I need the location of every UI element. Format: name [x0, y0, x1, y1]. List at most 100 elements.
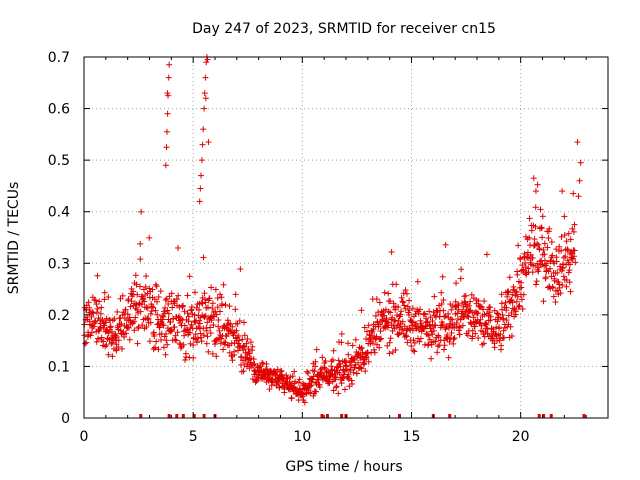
data-point — [187, 340, 194, 347]
data-point — [153, 298, 160, 305]
data-point — [445, 354, 452, 361]
data-point — [185, 313, 192, 320]
data-point — [533, 240, 540, 247]
data-point — [567, 261, 574, 268]
data-point — [263, 361, 270, 368]
data-point — [395, 304, 402, 311]
data-point — [262, 366, 269, 373]
data-point — [558, 247, 565, 254]
data-point — [507, 323, 514, 330]
data-point — [459, 308, 466, 315]
data-point — [532, 223, 539, 230]
data-point — [539, 213, 546, 220]
data-point — [428, 328, 435, 335]
data-point — [107, 323, 114, 330]
data-point — [87, 332, 94, 339]
data-point — [283, 372, 290, 379]
data-point — [304, 368, 311, 375]
data-point — [338, 380, 345, 387]
data-point — [448, 329, 455, 336]
data-point — [138, 208, 145, 215]
data-point — [552, 299, 559, 306]
data-point — [149, 286, 156, 293]
data-point — [108, 328, 115, 335]
data-point — [184, 292, 191, 299]
data-point — [514, 271, 521, 278]
x-tick-label: 20 — [512, 429, 530, 445]
data-point — [191, 312, 198, 319]
data-point — [237, 266, 244, 273]
data-point — [500, 334, 507, 341]
data-point — [214, 295, 221, 302]
data-point — [518, 296, 525, 303]
data-point — [369, 340, 376, 347]
data-point — [357, 364, 364, 371]
data-point — [159, 321, 166, 328]
data-point — [168, 290, 175, 297]
data-point — [103, 342, 110, 349]
data-point — [137, 256, 144, 263]
data-point — [151, 333, 158, 340]
data-point — [544, 244, 551, 251]
data-point — [359, 351, 366, 358]
data-point — [198, 157, 205, 164]
data-point — [347, 366, 354, 373]
data-point — [94, 335, 101, 342]
data-point — [384, 342, 391, 349]
data-point — [571, 221, 578, 228]
data-point — [162, 351, 169, 358]
data-point — [500, 327, 507, 334]
data-point — [108, 340, 115, 347]
data-point — [487, 304, 494, 311]
data-point — [432, 322, 439, 329]
data-point — [253, 371, 260, 378]
data-point — [499, 311, 506, 318]
data-point — [246, 365, 253, 372]
data-point — [528, 227, 535, 234]
data-point — [215, 323, 222, 330]
data-point — [462, 292, 469, 299]
data-point — [257, 363, 264, 370]
data-point — [345, 340, 352, 347]
data-point — [397, 311, 404, 318]
data-point — [186, 273, 193, 280]
data-point — [213, 311, 220, 318]
data-point — [119, 292, 126, 299]
data-point — [130, 288, 137, 295]
data-point — [472, 330, 479, 337]
data-point — [532, 204, 539, 211]
data-point — [222, 301, 229, 308]
data-point — [351, 356, 358, 363]
data-point — [160, 322, 167, 329]
data-point — [164, 307, 171, 314]
data-point — [493, 310, 500, 317]
data-point — [446, 338, 453, 345]
data-point — [513, 298, 520, 305]
data-point — [124, 311, 131, 318]
rug-mark — [175, 414, 179, 418]
data-point — [452, 298, 459, 305]
data-point — [92, 317, 99, 324]
data-point — [171, 324, 178, 331]
data-point — [157, 336, 164, 343]
data-point — [137, 283, 144, 290]
data-point — [251, 360, 258, 367]
data-point — [316, 384, 323, 391]
data-point — [378, 335, 385, 342]
data-point — [155, 346, 162, 353]
data-point — [212, 341, 219, 348]
data-point — [446, 325, 453, 332]
data-point — [184, 326, 191, 333]
data-point — [102, 319, 109, 326]
data-point — [153, 283, 160, 290]
data-point — [216, 291, 223, 298]
data-point — [115, 337, 122, 344]
data-point — [565, 230, 572, 237]
data-point — [278, 367, 285, 374]
data-point — [101, 296, 108, 303]
data-point — [236, 344, 243, 351]
data-point — [142, 283, 149, 290]
data-point — [203, 327, 210, 334]
data-point — [143, 323, 150, 330]
data-point — [156, 324, 163, 331]
